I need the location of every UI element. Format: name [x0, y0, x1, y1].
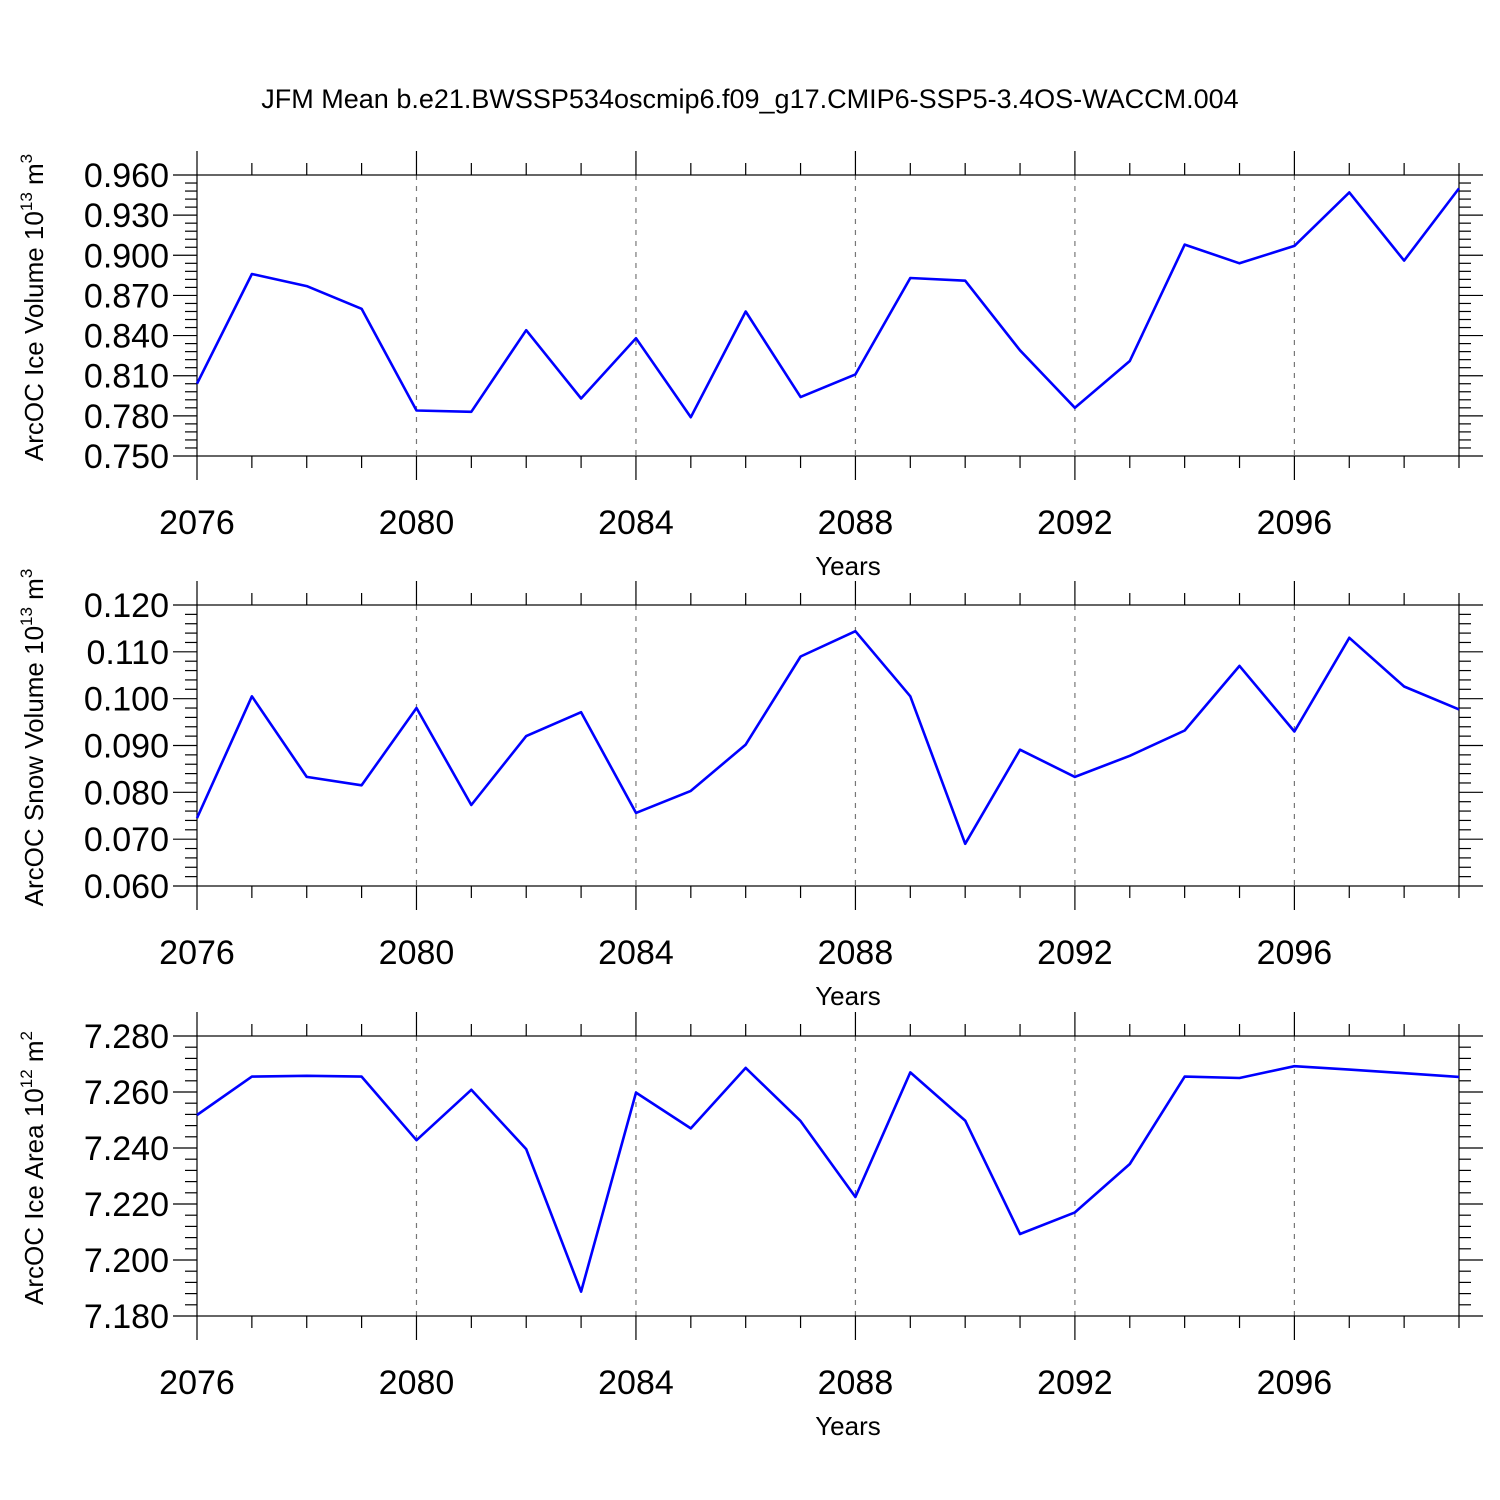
x-tick-label: 2076 — [159, 504, 235, 542]
y-tick-label: 7.200 — [84, 1242, 169, 1280]
x-tick-label: 2088 — [818, 934, 894, 972]
y-axis-label: ArcOC Snow Volume 1013 m3 — [17, 569, 49, 907]
x-tick-label: 2092 — [1037, 934, 1113, 972]
y-tick-label: 7.220 — [84, 1186, 169, 1224]
y-tick-label: 0.060 — [84, 868, 169, 906]
x-axis-label: Years — [815, 551, 881, 581]
y-tick-label: 0.810 — [84, 358, 169, 396]
x-tick-label: 2084 — [598, 504, 674, 542]
x-tick-label: 2084 — [598, 934, 674, 972]
y-tick-label: 7.240 — [84, 1130, 169, 1168]
y-axis-label: ArcOC Ice Volume 1013 m3 — [17, 154, 49, 461]
y-tick-label: 7.180 — [84, 1298, 169, 1336]
y-tick-label: 0.930 — [84, 197, 169, 235]
x-tick-label: 2096 — [1257, 504, 1333, 542]
x-tick-label: 2080 — [379, 1364, 455, 1402]
y-tick-label: 0.780 — [84, 398, 169, 436]
plot-frame — [196, 1035, 1460, 1317]
x-tick-label: 2084 — [598, 1364, 674, 1402]
x-tick-label: 2096 — [1257, 934, 1333, 972]
y-axis-label: ArcOC Ice Area 1012 m2 — [17, 1031, 49, 1305]
y-tick-label: 0.110 — [86, 634, 169, 672]
panel-ice-volume: 0.7500.7800.8100.8400.8700.9000.9300.960… — [17, 151, 1483, 581]
y-tick-label: 0.090 — [84, 728, 169, 766]
y-tick-label: 0.100 — [84, 681, 169, 719]
x-tick-label: 2096 — [1257, 1364, 1333, 1402]
y-tick-label: 0.870 — [84, 277, 169, 315]
plot-frame — [196, 174, 1460, 457]
x-axis-label: Years — [815, 981, 881, 1011]
x-tick-label: 2080 — [379, 504, 455, 542]
y-tick-label: 0.840 — [84, 318, 169, 356]
x-tick-label: 2088 — [818, 1364, 894, 1402]
x-axis-label: Years — [815, 1411, 881, 1441]
y-tick-label: 0.750 — [84, 438, 169, 476]
x-tick-label: 2080 — [379, 934, 455, 972]
y-tick-label: 0.070 — [84, 821, 169, 859]
y-tick-label: 0.080 — [84, 774, 169, 812]
panel-snow-volume: 0.060 0.070 0.080 0.090 0.100 0.110 0.120 2076 2… — [17, 569, 1483, 1011]
x-tick-label: 2076 — [159, 934, 235, 972]
x-tick-label: 2088 — [818, 504, 894, 542]
chart-title: JFM Mean b.e21.BWSSP534oscmip6.f09_g17.C… — [261, 84, 1238, 114]
data-series-line — [196, 1064, 1460, 1293]
panel-ice-area: 7.180 7.200 7.220 7.240 7.260 7.280 2076 2080 20… — [17, 1012, 1483, 1441]
x-tick-label: 2092 — [1037, 504, 1113, 542]
y-tick-label: 0.120 — [84, 587, 169, 625]
y-tick-label: 0.960 — [84, 157, 169, 195]
data-series-line — [195, 187, 1461, 419]
x-tick-label: 2092 — [1037, 1364, 1113, 1402]
y-tick-label: 7.280 — [84, 1018, 169, 1056]
y-tick-label: 7.260 — [84, 1074, 169, 1112]
data-series-line — [195, 629, 1460, 846]
y-tick-label: 0.900 — [84, 237, 169, 275]
plot-frame — [196, 604, 1460, 887]
x-tick-label: 2076 — [159, 1364, 235, 1402]
